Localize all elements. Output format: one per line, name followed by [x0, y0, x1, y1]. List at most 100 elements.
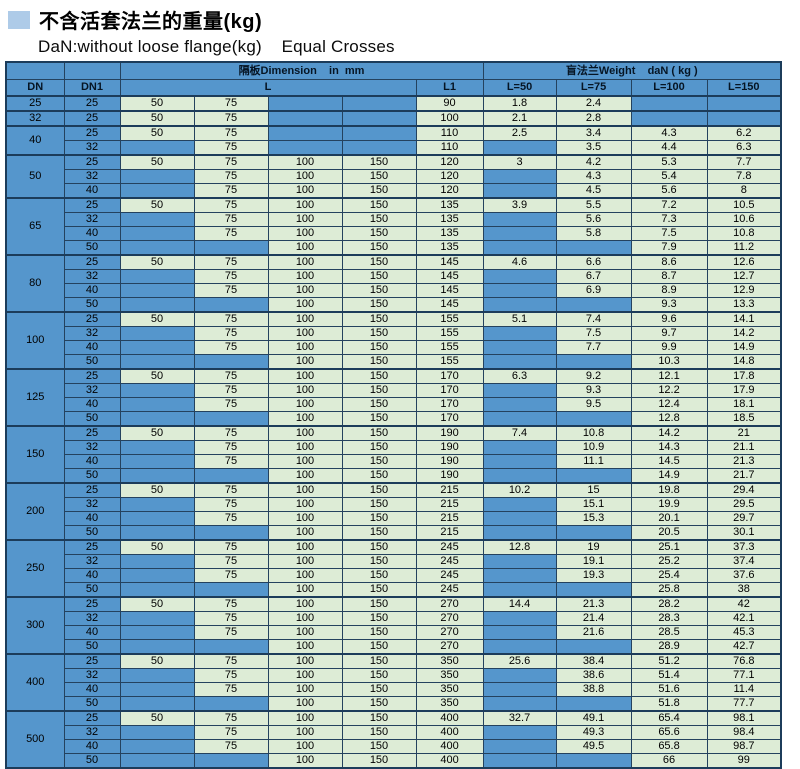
dn1-cell: 40 — [63, 397, 121, 412]
weight-table: 隔板Dimension in mm 盲法兰Weight daN ( kg ) D… — [5, 61, 783, 769]
value-cell: 2.5 — [482, 125, 557, 141]
value-cell: 145 — [415, 283, 484, 298]
dn1-cell: 50 — [63, 468, 121, 484]
dn1-cell: 32 — [63, 383, 121, 398]
value-cell: 38.8 — [555, 682, 632, 697]
dn-cell: 25 — [5, 95, 65, 112]
table-row: 50 100 150 400 66 99 — [6, 753, 782, 769]
value-cell: 100 — [267, 710, 343, 726]
value-cell: 28.9 — [630, 639, 708, 655]
value-cell: 65.4 — [630, 710, 708, 726]
value-cell: 120 — [415, 183, 484, 199]
value-cell: 10.3 — [630, 354, 708, 370]
value-cell: 150 — [341, 582, 417, 598]
value-cell: 135 — [415, 226, 484, 241]
col-header-l50: L=50 — [482, 79, 557, 97]
value-cell: 49.3 — [555, 725, 632, 740]
value-cell: 7.3 — [630, 212, 708, 227]
dn1-cell: 25 — [63, 311, 121, 327]
value-cell: 270 — [415, 611, 484, 626]
value-cell: 9.7 — [630, 326, 708, 341]
value-cell: 25.6 — [482, 653, 557, 669]
value-cell: 20.1 — [630, 511, 708, 526]
value-cell: 190 — [415, 440, 484, 455]
dn1-cell: 40 — [63, 226, 121, 241]
value-cell — [193, 240, 269, 256]
value-cell: 100 — [267, 525, 343, 541]
value-cell: 150 — [341, 611, 417, 626]
value-cell: 42.1 — [706, 611, 782, 626]
value-cell: 150 — [341, 368, 417, 384]
value-cell: 75 — [193, 653, 269, 669]
page-subtitle: DaN:without loose flange(kg) Equal Cross… — [38, 37, 395, 56]
value-cell: 25.1 — [630, 539, 708, 555]
value-cell: 50 — [119, 710, 195, 726]
value-cell: 18.1 — [706, 397, 782, 412]
value-cell — [482, 440, 557, 455]
value-cell: 110 — [415, 125, 484, 141]
value-cell: 150 — [341, 568, 417, 583]
value-cell: 10.6 — [706, 212, 782, 227]
value-cell: 9.3 — [555, 383, 632, 398]
value-cell: 21.3 — [706, 454, 782, 469]
value-cell: 98.1 — [706, 710, 782, 726]
value-cell: 50 — [119, 482, 195, 498]
value-cell: 14.4 — [482, 596, 557, 612]
dn1-cell: 50 — [63, 753, 121, 769]
value-cell: 150 — [341, 212, 417, 227]
value-cell — [119, 212, 195, 227]
table-row: 300 25 50 75 100 150 270 14.4 21.3 28.2 42 — [5, 596, 782, 655]
table-row: 32 75 100 150 135 5.6 7.3 10.6 — [6, 212, 782, 227]
table-row: 150 25 50 75 100 150 190 7.4 10.8 14.2 21 — [5, 425, 782, 484]
value-cell — [119, 525, 195, 541]
value-cell: 65.6 — [630, 725, 708, 740]
value-cell: 12.6 — [706, 254, 782, 270]
value-cell: 100 — [267, 682, 343, 697]
value-cell: 7.7 — [706, 154, 782, 170]
value-cell — [555, 468, 632, 484]
value-cell: 75 — [193, 326, 269, 341]
value-cell: 150 — [341, 525, 417, 541]
dn1-cell: 32 — [63, 169, 121, 184]
value-cell — [193, 468, 269, 484]
value-cell — [482, 269, 557, 284]
dn1-cell: 40 — [63, 625, 121, 640]
value-cell — [706, 110, 782, 127]
value-cell: 3.9 — [482, 197, 557, 213]
value-cell: 32.7 — [482, 710, 557, 726]
value-cell: 18.5 — [706, 411, 782, 427]
value-cell: 7.4 — [555, 311, 632, 327]
value-cell: 100 — [267, 454, 343, 469]
value-cell — [482, 725, 557, 740]
value-cell — [555, 354, 632, 370]
dn1-cell: 25 — [63, 197, 121, 213]
value-cell: 8.6 — [630, 254, 708, 270]
value-cell: 2.4 — [555, 95, 632, 112]
value-cell — [482, 582, 557, 598]
value-cell: 10.9 — [555, 440, 632, 455]
value-cell: 100 — [267, 254, 343, 270]
dn1-cell: 50 — [63, 240, 121, 256]
value-cell: 8.7 — [630, 269, 708, 284]
value-cell: 150 — [341, 511, 417, 526]
table-row: 40 75 100 150 190 11.1 14.5 21.3 — [6, 454, 782, 469]
value-cell — [193, 297, 269, 313]
value-cell: 38.4 — [555, 653, 632, 669]
value-cell — [119, 183, 195, 199]
table-row: 400 25 50 75 100 150 350 25.6 38.4 51.2 76.8 — [5, 653, 782, 712]
value-cell: 10.8 — [706, 226, 782, 241]
table-row: 40 75 100 150 135 5.8 7.5 10.8 — [6, 226, 782, 241]
value-cell: 75 — [193, 183, 269, 199]
table-row: 32 75 100 150 155 7.5 9.7 14.2 — [6, 326, 782, 341]
table-row: 40 75 100 150 120 4.5 5.6 8 — [6, 183, 782, 199]
value-cell: 150 — [341, 154, 417, 170]
value-cell: 135 — [415, 240, 484, 256]
value-cell: 29.5 — [706, 497, 782, 512]
table-row: 32 75 100 150 215 15.1 19.9 29.5 — [6, 497, 782, 512]
value-cell: 145 — [415, 297, 484, 313]
value-cell: 150 — [341, 682, 417, 697]
value-cell: 190 — [415, 468, 484, 484]
value-cell: 45.3 — [706, 625, 782, 640]
value-cell — [119, 725, 195, 740]
dn1-cell: 32 — [63, 269, 121, 284]
